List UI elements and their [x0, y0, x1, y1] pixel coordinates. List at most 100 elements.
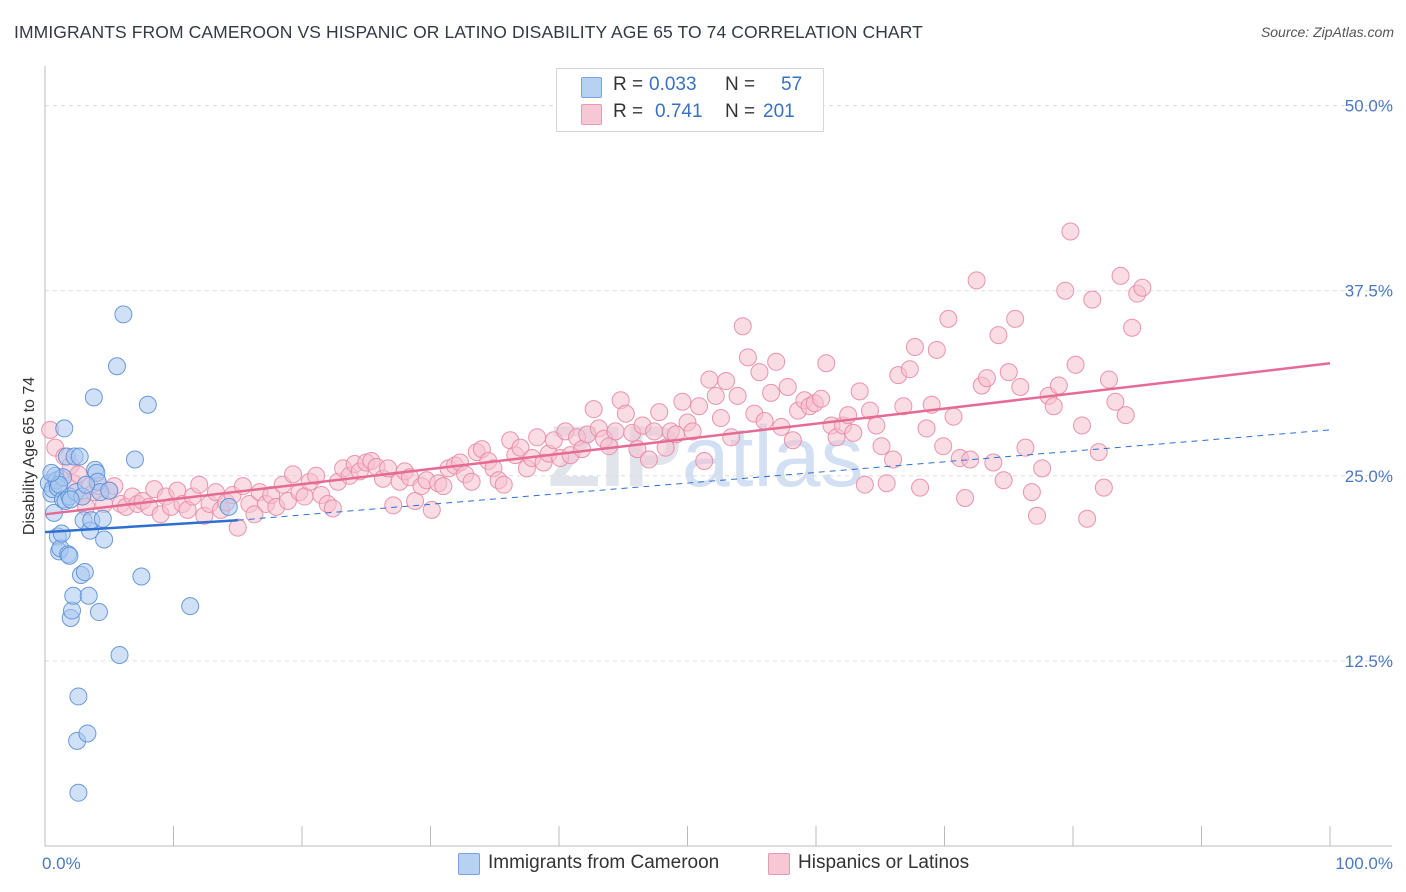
point-hispanic	[894, 397, 913, 416]
point-cameroon	[60, 546, 79, 565]
point-hispanic	[900, 360, 919, 379]
point-hispanic	[690, 397, 709, 416]
point-hispanic	[722, 428, 741, 447]
point-cameroon	[70, 447, 89, 466]
point-hispanic	[1028, 506, 1047, 525]
point-hispanic	[323, 499, 342, 518]
point-hispanic	[1111, 266, 1130, 285]
point-hispanic	[1006, 309, 1025, 328]
legend-swatch-hispanic	[581, 104, 602, 125]
point-hispanic	[717, 372, 736, 391]
point-cameroon	[114, 305, 133, 324]
point-hispanic	[1056, 281, 1075, 300]
point-hispanic	[1116, 406, 1135, 425]
point-cameroon	[69, 783, 88, 802]
point-hispanic	[245, 505, 264, 524]
legend-swatch-cameroon	[581, 77, 602, 98]
bottom-legend-swatch-hispanic	[768, 853, 790, 875]
point-hispanic	[956, 489, 975, 508]
source-credit: Source: ZipAtlas.com	[1260, 24, 1394, 40]
legend-r-value: 0.033	[649, 74, 697, 95]
x-tick-label: 0.0%	[42, 854, 81, 873]
point-hispanic	[711, 409, 730, 428]
point-hispanic	[728, 386, 747, 405]
point-hispanic	[844, 423, 863, 442]
point-cameroon	[75, 563, 94, 582]
point-hispanic	[738, 348, 757, 367]
point-hispanic	[855, 475, 874, 494]
point-cameroon	[219, 497, 238, 516]
y-tick-label: 25.0%	[1345, 467, 1393, 486]
trend-lines	[44, 362, 1331, 534]
point-cameroon	[181, 597, 200, 616]
point-hispanic	[989, 326, 1008, 345]
point-cameroon	[64, 586, 83, 605]
point-hispanic	[877, 474, 896, 493]
trend-line-hispanic	[44, 362, 1331, 516]
point-hispanic	[645, 422, 664, 441]
point-hispanic	[695, 452, 714, 470]
point-hispanic	[967, 271, 986, 290]
point-hispanic	[994, 471, 1013, 490]
x-tick-label: 100.0%	[1335, 854, 1393, 873]
data-points	[39, 222, 1152, 802]
legend-n-label: N =	[725, 101, 756, 122]
point-cameroon	[61, 490, 80, 509]
legend-n-value: 57	[781, 74, 803, 95]
point-hispanic	[683, 422, 702, 441]
trend-line-cameroon-dashed	[237, 429, 1331, 521]
point-hispanic	[783, 431, 802, 450]
point-hispanic	[190, 475, 209, 494]
point-hispanic	[639, 450, 658, 469]
point-cameroon	[69, 687, 88, 706]
chart-title: IMMIGRANTS FROM CAMEROON VS HISPANIC OR …	[14, 22, 923, 42]
point-hispanic	[934, 437, 953, 456]
legend-r-label: R =	[613, 74, 644, 95]
point-hispanic	[917, 419, 936, 438]
point-hispanic	[528, 428, 547, 447]
point-hispanic	[1016, 438, 1035, 457]
point-hispanic	[860, 401, 879, 420]
point-hispanic	[733, 317, 752, 336]
point-cameroon	[107, 357, 126, 376]
point-hispanic	[434, 477, 453, 496]
point-hispanic	[850, 382, 869, 401]
point-hispanic	[673, 392, 692, 411]
y-tick-label: 12.5%	[1345, 652, 1393, 671]
point-hispanic	[1106, 392, 1125, 411]
bottom-legend-label-cameroon: Immigrants from Cameroon	[488, 852, 720, 873]
point-hispanic	[462, 472, 481, 491]
point-hispanic	[1078, 509, 1097, 528]
point-hispanic	[284, 465, 303, 484]
point-hispanic	[755, 412, 774, 431]
point-hispanic	[700, 370, 719, 389]
point-cameroon	[132, 567, 151, 586]
point-cameroon	[95, 530, 114, 549]
y-tick-label: 50.0%	[1345, 97, 1393, 116]
point-hispanic	[494, 475, 513, 494]
bottom-legend-label-hispanic: Hispanics or Latinos	[798, 852, 970, 873]
point-hispanic	[1044, 397, 1063, 416]
point-hispanic	[750, 363, 769, 382]
point-hispanic	[1123, 318, 1142, 337]
point-hispanic	[927, 340, 946, 359]
tick-labels: 12.5% 25.0% 37.5% 50.0% 0.0% 100.0% Disability…	[21, 97, 1393, 873]
point-hispanic	[767, 352, 786, 371]
point-cameroon	[55, 419, 74, 438]
point-hispanic	[977, 369, 996, 388]
y-axis-title: Disability Age 65 to 74	[21, 377, 38, 535]
point-hispanic	[1011, 377, 1030, 396]
point-hispanic	[650, 403, 669, 422]
legend-n-value: 201	[763, 101, 795, 122]
point-hispanic	[228, 518, 247, 537]
point-hispanic	[911, 478, 930, 497]
point-cameroon	[77, 475, 96, 494]
point-cameroon	[52, 524, 71, 543]
legend-n-label: N =	[725, 74, 756, 95]
point-cameroon	[125, 450, 144, 469]
point-hispanic	[884, 450, 903, 469]
point-hispanic	[606, 422, 625, 441]
axes	[44, 66, 1392, 847]
point-hispanic	[656, 438, 675, 457]
